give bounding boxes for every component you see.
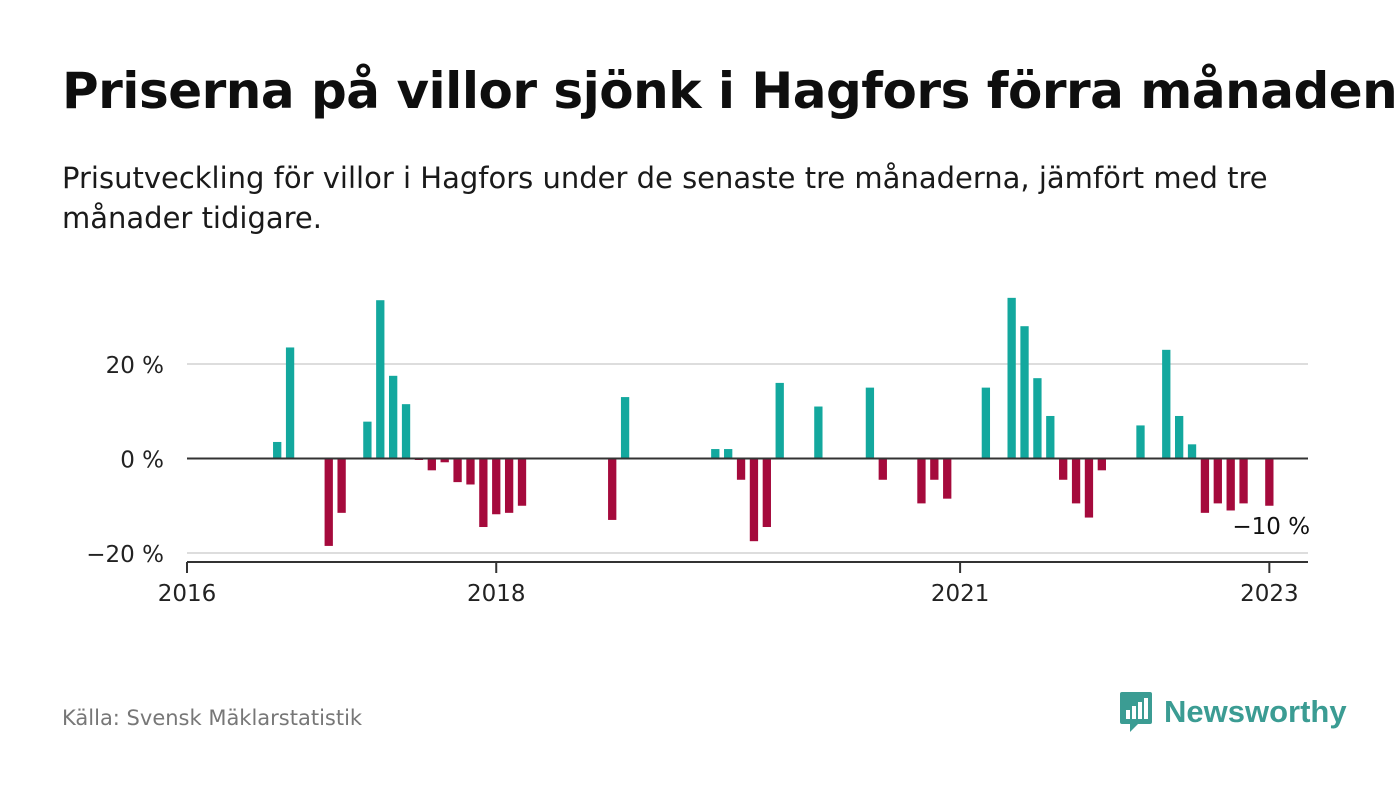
bar — [1136, 425, 1145, 459]
newsworthy-logo-icon — [1120, 692, 1152, 732]
bar — [273, 441, 282, 459]
bar — [620, 397, 630, 459]
bar — [917, 458, 926, 504]
bar — [479, 458, 488, 528]
bar — [401, 404, 411, 459]
x-tick-label: 2023 — [1240, 581, 1299, 607]
bar — [749, 458, 759, 542]
bar — [1162, 349, 1171, 459]
x-tick-label: 2021 — [931, 581, 990, 607]
bar — [1046, 415, 1055, 459]
bar — [1213, 458, 1222, 504]
chart-subtitle: Prisutveckling för villor i Hagfors unde… — [62, 161, 1268, 235]
bar — [736, 458, 746, 480]
bar — [762, 458, 771, 528]
y-tick-label: 0 % — [120, 448, 164, 474]
chart-title: Priserna på villor sjönk i Hagfors förra… — [62, 62, 1398, 120]
bar — [1187, 444, 1197, 459]
bar — [865, 387, 875, 459]
bar — [1020, 326, 1029, 459]
bar — [981, 387, 991, 459]
bar — [453, 458, 462, 483]
bar — [608, 458, 617, 520]
bar — [930, 458, 939, 480]
bar — [517, 458, 527, 506]
bar — [504, 458, 514, 513]
bar-chart: −20 % 0 % 20 % 2016 2018 2021 2023 −10 % — [86, 297, 1310, 607]
y-tick-label: 20 % — [106, 353, 164, 379]
bar — [440, 458, 449, 463]
bar — [943, 458, 952, 499]
y-tick-label: −20 % — [86, 542, 164, 568]
bar — [427, 458, 436, 471]
bar — [376, 300, 385, 459]
annotation-label: −10 % — [1232, 514, 1310, 540]
bar — [711, 449, 720, 459]
bar — [1226, 458, 1235, 511]
bar — [389, 375, 398, 459]
bar — [775, 382, 784, 459]
bar — [1097, 458, 1106, 471]
source-label: Källa: Svensk Mäklarstatistik — [62, 706, 363, 730]
bar — [1239, 458, 1248, 504]
bar — [1059, 458, 1068, 480]
bar — [337, 458, 346, 513]
bar — [492, 458, 501, 515]
bar — [1174, 415, 1184, 459]
bar — [1033, 378, 1042, 459]
bar — [466, 458, 475, 485]
x-tick-label: 2018 — [467, 581, 526, 607]
bar — [1084, 458, 1094, 518]
bar — [1071, 458, 1081, 504]
bar — [814, 406, 823, 459]
bar — [878, 458, 887, 480]
brand-logo: Newsworthy — [1118, 690, 1347, 734]
bar — [1265, 458, 1274, 506]
bar — [363, 421, 372, 459]
bar — [324, 458, 333, 546]
x-tick-label: 2016 — [158, 581, 217, 607]
bar — [285, 347, 295, 459]
bar — [1007, 297, 1016, 459]
bar — [1200, 458, 1210, 513]
bar — [724, 449, 733, 459]
brand-name: Newsworthy — [1164, 694, 1347, 729]
